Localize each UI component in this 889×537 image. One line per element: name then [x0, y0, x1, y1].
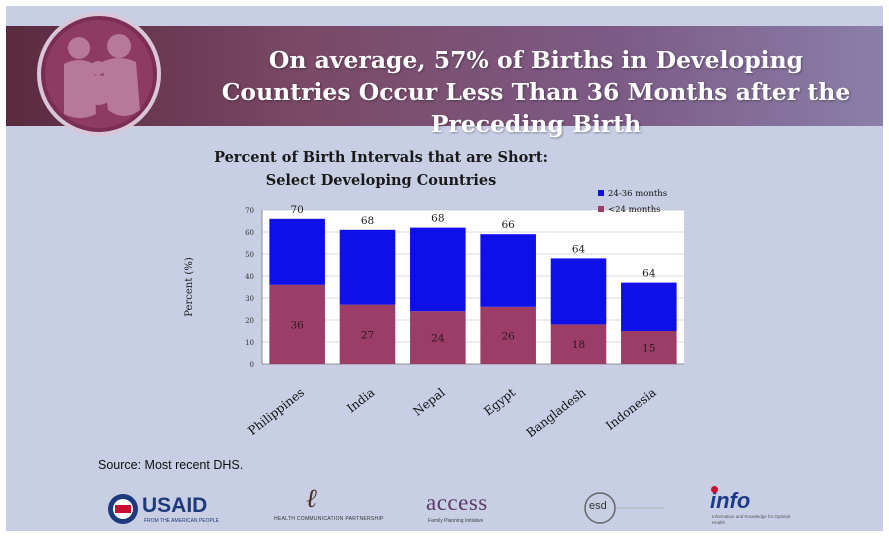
x-tick-label: Bangladesh: [524, 385, 589, 440]
usaid-logo: USAID FROM THE AMERICAN PEOPLE: [106, 492, 236, 526]
slide: On average, 57% of Births in Developing …: [6, 6, 883, 531]
source-note: Source: Most recent DHS.: [98, 458, 244, 472]
access-tagline: Family Planning Initiative: [428, 518, 484, 524]
data-label-total: 64: [642, 268, 656, 280]
x-tick-label: Nepal: [410, 385, 447, 418]
y-tick-label: 0: [250, 361, 254, 369]
data-label-total: 64: [572, 243, 586, 255]
info-dot-icon: [711, 486, 718, 493]
bar-24-36-bangladesh: [550, 258, 607, 325]
stacked-bar-chart: 0 10 20 30 40 50 60 70 Percent (%) 36 70 Philippine…: [184, 189, 684, 440]
y-tick-label: 20: [245, 317, 254, 325]
access-logo: access Family Planning Initiative: [420, 490, 550, 528]
info-tagline: Information and Knowledge for Optimal He…: [712, 514, 791, 525]
x-tick-label: Indonesia: [603, 385, 658, 433]
bar-lt24-india: [339, 304, 396, 364]
chart-title-line2: Select Developing Countries: [265, 172, 497, 189]
bar-24-36-egypt: [480, 234, 536, 307]
data-label-lt24: 36: [290, 319, 304, 331]
family-icon: [37, 12, 161, 136]
legend-swatch-lt24: [598, 206, 604, 212]
x-tick-label: Philippines: [245, 385, 307, 438]
esd-logo: esd: [576, 490, 666, 526]
y-tick-label: 60: [245, 229, 254, 237]
bar-lt24-egypt: [480, 306, 536, 364]
y-tick-label: 70: [245, 207, 254, 215]
data-label-lt24: 27: [361, 329, 374, 341]
y-tick-label: 10: [245, 339, 254, 347]
y-tick-label: 50: [245, 251, 254, 259]
x-tick-label: India: [344, 385, 377, 415]
usaid-wordmark: USAID: [142, 494, 208, 517]
access-wordmark: access: [426, 490, 488, 515]
data-label-total: 70: [290, 204, 303, 216]
legend-swatch-24-36: [598, 190, 604, 196]
x-tick-label: Egypt: [481, 385, 518, 418]
info-logo: info Information and Knowledge for Optim…: [704, 486, 804, 528]
hcp-wordmark: HEALTH COMMUNICATION PARTNERSHIP: [274, 516, 384, 522]
bar-lt24-philippines: [269, 284, 325, 364]
data-label-total: 66: [501, 219, 515, 231]
chart-title-line1: Percent of Birth Intervals that are Shor…: [214, 149, 548, 166]
bar-lt24-indonesia: [621, 331, 677, 364]
bar-24-36-india: [339, 229, 396, 305]
data-label-lt24: 15: [642, 343, 655, 355]
esd-wordmark: esd: [589, 500, 607, 512]
bar-24-36-philippines: [269, 218, 325, 285]
data-label-total: 68: [431, 213, 444, 225]
y-tick-label: 40: [245, 273, 254, 281]
data-label-total: 68: [361, 215, 374, 227]
legend-label-lt24: <24 months: [608, 205, 661, 215]
data-label-lt24: 18: [572, 339, 585, 351]
hcp-logo: ℓ HEALTH COMMUNICATION PARTNERSHIP: [274, 484, 384, 526]
data-label-lt24: 24: [431, 333, 445, 345]
legend-label-24-36: 24-36 months: [608, 189, 667, 199]
bar-lt24-nepal: [410, 311, 466, 364]
y-axis-label: Percent (%): [184, 257, 195, 317]
hcp-mark: ℓ: [306, 484, 317, 514]
plot-area: [262, 210, 684, 364]
bar-24-36-indonesia: [621, 282, 677, 331]
y-tick-label: 30: [245, 295, 254, 303]
slide-title: On average, 57% of Births in Developing …: [221, 46, 851, 138]
data-label-lt24: 26: [501, 330, 515, 342]
bar-lt24-bangladesh: [550, 324, 607, 364]
bar-24-36-nepal: [410, 227, 466, 312]
usaid-tagline: FROM THE AMERICAN PEOPLE: [144, 518, 219, 524]
chart-title: Percent of Birth Intervals that are Shor…: [156, 146, 606, 192]
